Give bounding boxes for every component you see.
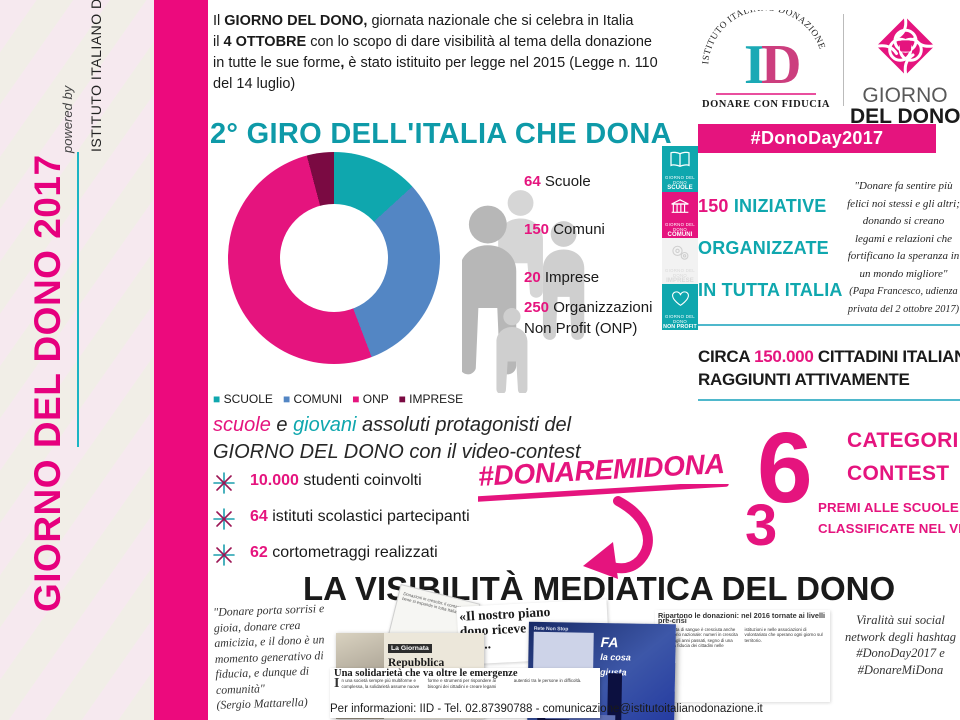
svg-text:D: D [761,34,801,96]
svg-text:DONARE CON FIDUCIA: DONARE CON FIDUCIA [702,99,830,110]
